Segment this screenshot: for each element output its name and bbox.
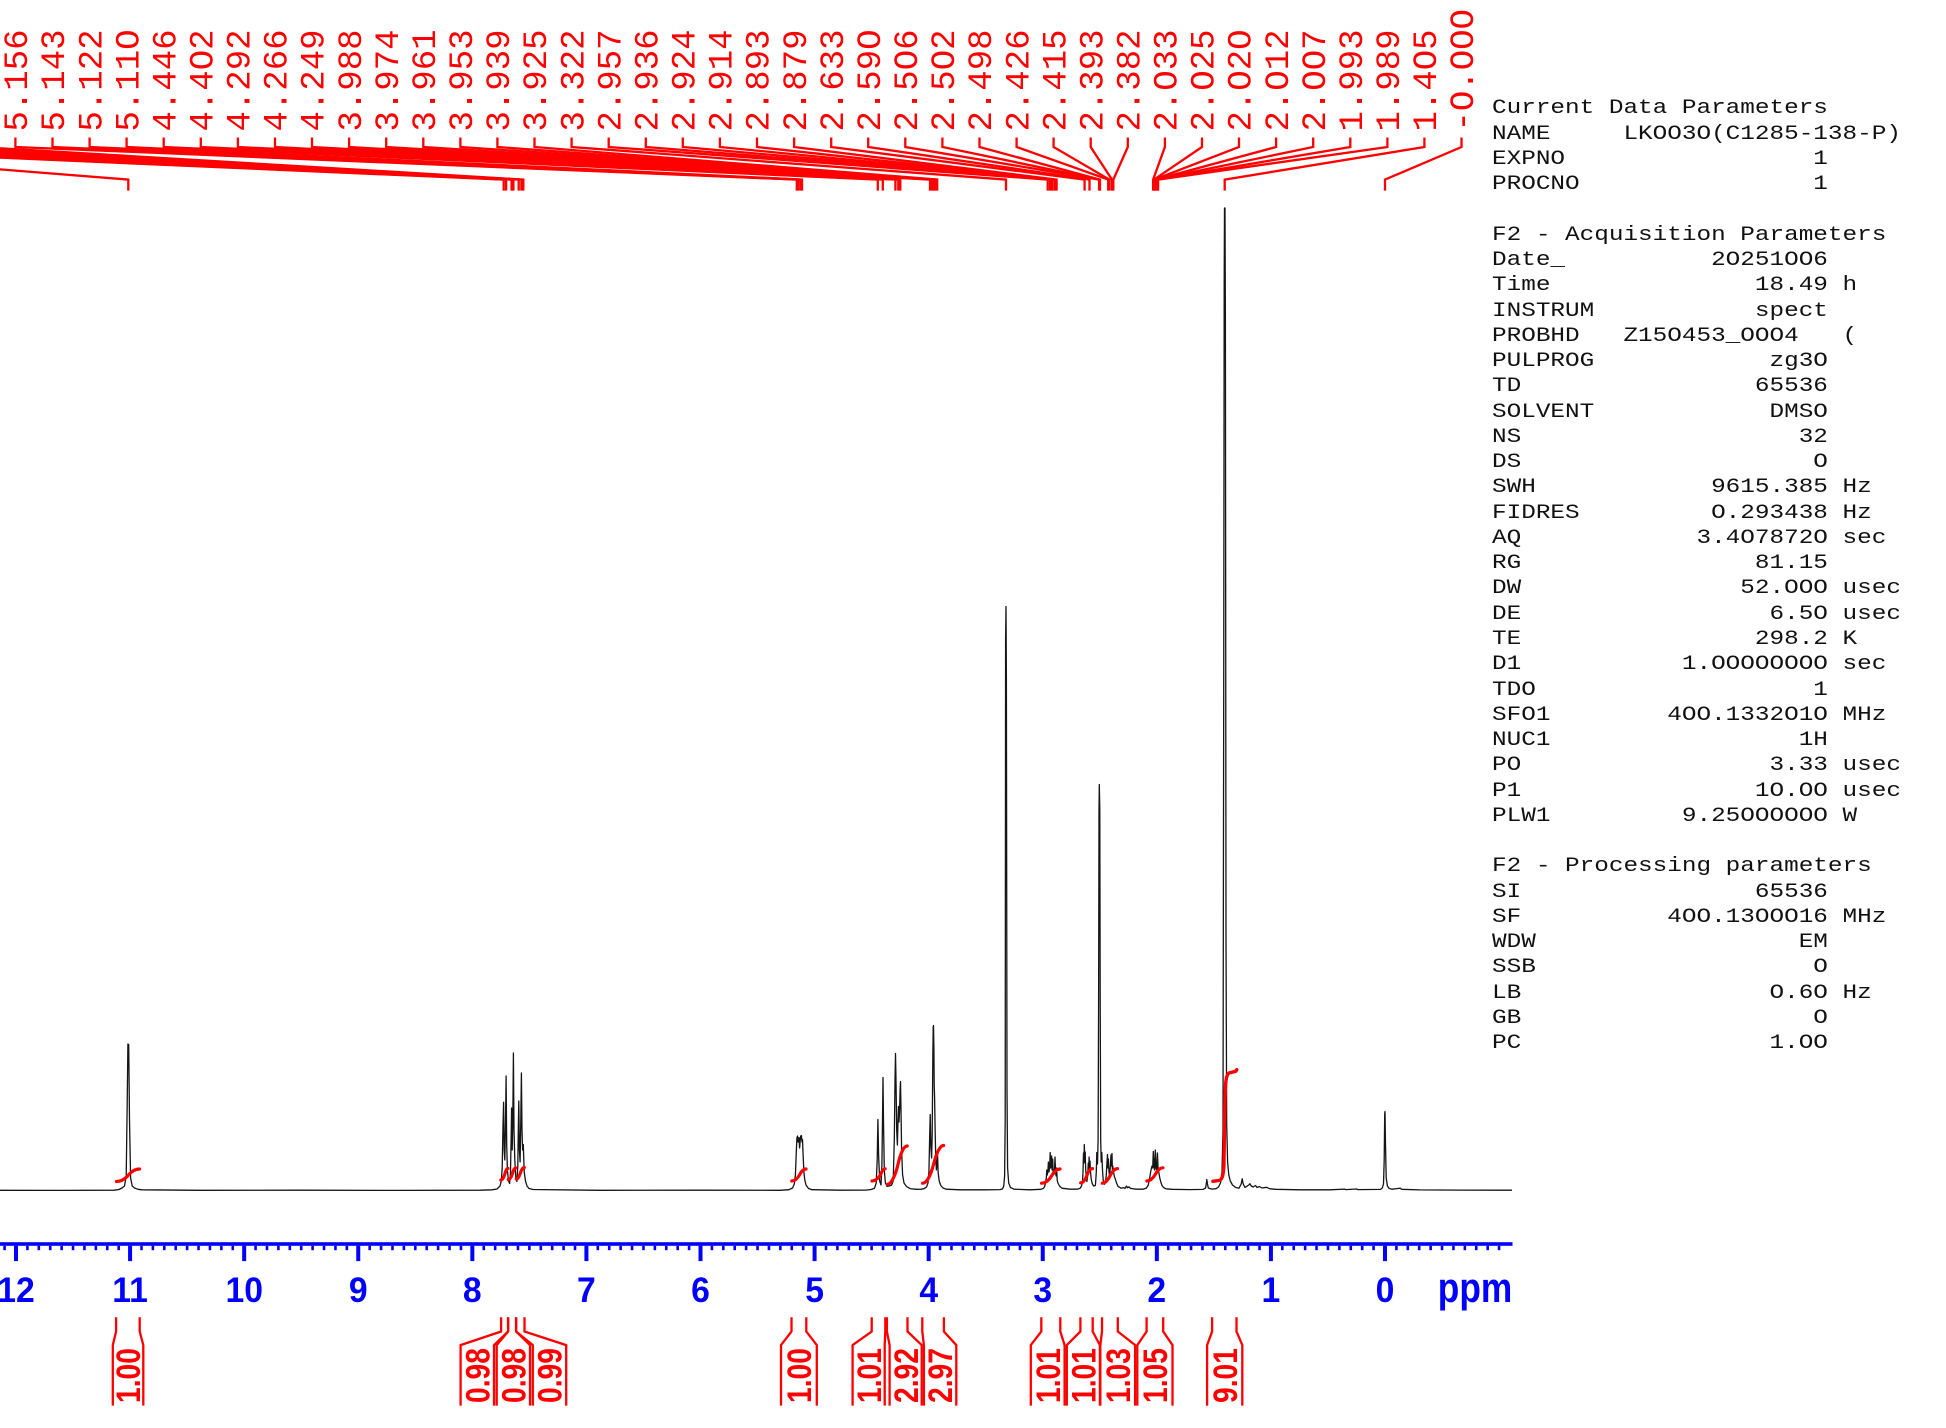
svg-text:2.415: 2.415 <box>1038 29 1076 131</box>
svg-text:4.292: 4.292 <box>223 29 261 131</box>
svg-text:5.143: 5.143 <box>37 29 75 131</box>
svg-text:4.266: 4.266 <box>260 29 298 131</box>
svg-text:2.59O: 2.59O <box>853 29 891 131</box>
svg-text:3.961: 3.961 <box>408 29 446 131</box>
svg-text:3: 3 <box>1033 1271 1052 1310</box>
svg-text:4.4O2: 4.4O2 <box>186 29 224 131</box>
svg-text:2.382: 2.382 <box>1113 29 1151 131</box>
svg-text:1.01: 1.01 <box>1065 1348 1103 1403</box>
svg-text:3.953: 3.953 <box>445 29 483 131</box>
svg-text:5: 5 <box>805 1271 824 1310</box>
svg-text:3.988: 3.988 <box>334 29 372 131</box>
svg-text:4: 4 <box>919 1271 938 1310</box>
svg-text:2: 2 <box>1147 1271 1166 1310</box>
svg-text:1.993: 1.993 <box>1335 29 1373 131</box>
svg-text:2.OO7: 2.OO7 <box>1298 29 1336 131</box>
svg-text:1.4O5: 1.4O5 <box>1409 29 1447 131</box>
svg-text:12: 12 <box>0 1271 35 1310</box>
svg-text:9.01: 9.01 <box>1206 1348 1244 1403</box>
svg-text:11: 11 <box>112 1271 148 1310</box>
svg-text:2.879: 2.879 <box>779 29 817 131</box>
svg-text:2.936: 2.936 <box>631 29 669 131</box>
svg-text:2.O2O: 2.O2O <box>1224 29 1262 131</box>
svg-text:2.5O2: 2.5O2 <box>927 29 965 131</box>
svg-text:2.O25: 2.O25 <box>1187 29 1225 131</box>
svg-text:5.122: 5.122 <box>74 29 112 131</box>
svg-text:0: 0 <box>1376 1271 1395 1310</box>
svg-text:9: 9 <box>349 1271 368 1310</box>
svg-text:2.633: 2.633 <box>816 29 854 131</box>
svg-text:2.924: 2.924 <box>668 29 706 131</box>
svg-text:6: 6 <box>691 1271 710 1310</box>
svg-text:1: 1 <box>1262 1271 1281 1310</box>
svg-text:2.92: 2.92 <box>887 1348 925 1403</box>
svg-text:7: 7 <box>577 1271 596 1310</box>
svg-text:0.98: 0.98 <box>459 1348 497 1403</box>
svg-text:2.97: 2.97 <box>922 1348 960 1403</box>
svg-text:1.989: 1.989 <box>1372 29 1410 131</box>
svg-text:10: 10 <box>225 1271 263 1310</box>
svg-text:ppm: ppm <box>1438 1265 1512 1312</box>
svg-text:2.893: 2.893 <box>742 29 780 131</box>
svg-text:5.156: 5.156 <box>0 29 38 131</box>
svg-text:4.446: 4.446 <box>148 29 186 131</box>
svg-text:0.98: 0.98 <box>495 1348 533 1403</box>
svg-text:5.11O: 5.11O <box>111 29 149 131</box>
svg-text:2.498: 2.498 <box>964 29 1002 131</box>
svg-text:2.5O6: 2.5O6 <box>890 29 928 131</box>
svg-text:0.99: 0.99 <box>531 1348 569 1403</box>
svg-text:1.03: 1.03 <box>1099 1348 1137 1403</box>
svg-text:2.O12: 2.O12 <box>1261 29 1299 131</box>
svg-text:-O.OOO: -O.OOO <box>1446 9 1484 131</box>
svg-text:4.249: 4.249 <box>297 29 335 131</box>
svg-text:3.939: 3.939 <box>482 29 520 131</box>
svg-text:8: 8 <box>463 1271 482 1310</box>
svg-text:2.O33: 2.O33 <box>1150 29 1188 131</box>
svg-text:2.957: 2.957 <box>593 29 631 131</box>
svg-text:3.974: 3.974 <box>371 29 409 131</box>
svg-text:1.01: 1.01 <box>850 1348 888 1403</box>
svg-text:1.05: 1.05 <box>1137 1348 1175 1403</box>
svg-text:1.00: 1.00 <box>110 1348 148 1403</box>
svg-text:2.393: 2.393 <box>1075 29 1113 131</box>
svg-text:2.426: 2.426 <box>1001 29 1039 131</box>
svg-text:3.925: 3.925 <box>519 29 557 131</box>
svg-text:1.01: 1.01 <box>1029 1348 1067 1403</box>
svg-text:2.914: 2.914 <box>705 29 743 131</box>
svg-text:1.00: 1.00 <box>781 1348 819 1403</box>
svg-text:3.322: 3.322 <box>556 29 594 131</box>
